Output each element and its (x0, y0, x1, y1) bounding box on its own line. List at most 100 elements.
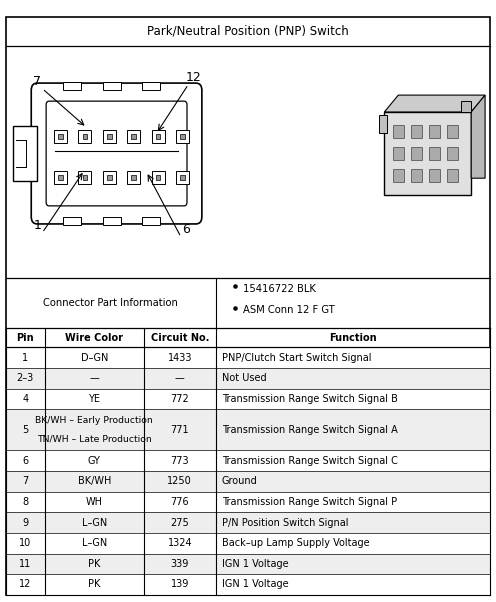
Bar (393, 147, 404, 160)
Bar (127, 130, 140, 143)
Bar (152, 171, 165, 184)
Bar (131, 175, 136, 181)
Bar (58, 134, 62, 139)
Text: PK: PK (88, 559, 100, 569)
Text: Not Used: Not Used (222, 373, 266, 383)
Bar (54, 130, 67, 143)
Text: P/N Position Switch Signal: P/N Position Switch Signal (222, 518, 348, 527)
Bar (447, 147, 458, 160)
Text: —: — (89, 373, 99, 383)
Text: Park/Neutral Position (PNP) Switch: Park/Neutral Position (PNP) Switch (147, 25, 349, 38)
Text: —: — (175, 373, 185, 383)
Bar (384, 112, 471, 195)
Text: Pin: Pin (16, 333, 34, 343)
Text: 9: 9 (22, 518, 28, 527)
Bar (63, 217, 81, 225)
Bar (411, 125, 422, 138)
Bar (6, 574, 490, 595)
Text: 771: 771 (171, 425, 189, 435)
Bar (6, 389, 490, 409)
Bar (447, 125, 458, 138)
Text: Wire Color: Wire Color (65, 333, 123, 343)
Bar (411, 169, 422, 182)
Text: WH: WH (86, 497, 103, 507)
Text: Transmission Range Switch Signal B: Transmission Range Switch Signal B (222, 394, 398, 404)
Text: 1433: 1433 (168, 353, 192, 362)
Text: 776: 776 (171, 497, 189, 507)
Text: PNP/Clutch Start Switch Signal: PNP/Clutch Start Switch Signal (222, 353, 371, 362)
Text: Transmission Range Switch Signal P: Transmission Range Switch Signal P (222, 497, 397, 507)
Bar (429, 169, 440, 182)
Text: 4: 4 (22, 394, 28, 404)
Bar (107, 175, 112, 181)
Bar (103, 171, 116, 184)
Polygon shape (471, 95, 485, 178)
Polygon shape (384, 95, 485, 112)
Bar (429, 147, 440, 160)
Text: Function: Function (329, 333, 377, 343)
Text: L–GN: L–GN (82, 518, 107, 527)
Text: Transmission Range Switch Signal A: Transmission Range Switch Signal A (222, 425, 397, 435)
Bar (379, 115, 387, 133)
Bar (156, 134, 160, 139)
Bar (142, 82, 160, 90)
Bar (13, 126, 37, 181)
Bar (127, 171, 140, 184)
Bar (6, 471, 490, 492)
Bar (6, 512, 490, 533)
Bar (6, 450, 490, 471)
Text: 339: 339 (171, 559, 189, 569)
Bar (131, 134, 136, 139)
Bar (6, 533, 490, 554)
Text: ASM Conn 12 F GT: ASM Conn 12 F GT (243, 305, 335, 315)
Bar (181, 175, 185, 181)
Bar (6, 554, 490, 574)
Text: 15416722 BLK: 15416722 BLK (243, 284, 316, 294)
Bar (176, 171, 189, 184)
Text: 12: 12 (186, 70, 201, 84)
Bar (103, 82, 121, 90)
Bar (103, 217, 121, 225)
Bar (78, 171, 91, 184)
Bar (6, 409, 490, 450)
Text: 8: 8 (22, 497, 28, 507)
Bar (107, 134, 112, 139)
Text: 5: 5 (22, 425, 28, 435)
Bar (447, 169, 458, 182)
Text: Circuit No.: Circuit No. (151, 333, 209, 343)
Text: 1: 1 (22, 353, 28, 362)
Text: 10: 10 (19, 538, 31, 548)
Text: 6: 6 (22, 456, 28, 466)
Text: PK: PK (88, 580, 100, 589)
Text: Back–up Lamp Supply Voltage: Back–up Lamp Supply Voltage (222, 538, 370, 548)
Bar (83, 134, 87, 139)
Bar (393, 125, 404, 138)
Bar (103, 130, 116, 143)
Text: 1250: 1250 (168, 476, 192, 486)
Text: 139: 139 (171, 580, 189, 589)
Bar (411, 147, 422, 160)
Bar (156, 175, 160, 181)
Bar (6, 368, 490, 389)
Bar (83, 175, 87, 181)
Text: 1: 1 (33, 219, 41, 232)
FancyBboxPatch shape (31, 83, 202, 224)
Bar (78, 130, 91, 143)
Text: 773: 773 (171, 456, 189, 466)
Bar (152, 130, 165, 143)
Text: IGN 1 Voltage: IGN 1 Voltage (222, 559, 288, 569)
Text: 7: 7 (33, 75, 41, 88)
Bar (54, 171, 67, 184)
Text: 2–3: 2–3 (17, 373, 34, 383)
Text: Ground: Ground (222, 476, 257, 486)
Text: BK/WH: BK/WH (77, 476, 111, 486)
Text: 1324: 1324 (168, 538, 192, 548)
Text: Connector Part Information: Connector Part Information (44, 298, 178, 308)
Text: 7: 7 (22, 476, 28, 486)
Bar (393, 169, 404, 182)
Bar (58, 175, 62, 181)
Text: TN/WH – Late Production: TN/WH – Late Production (37, 435, 152, 444)
Text: 275: 275 (171, 518, 189, 527)
Bar (461, 101, 471, 112)
Bar (6, 492, 490, 512)
